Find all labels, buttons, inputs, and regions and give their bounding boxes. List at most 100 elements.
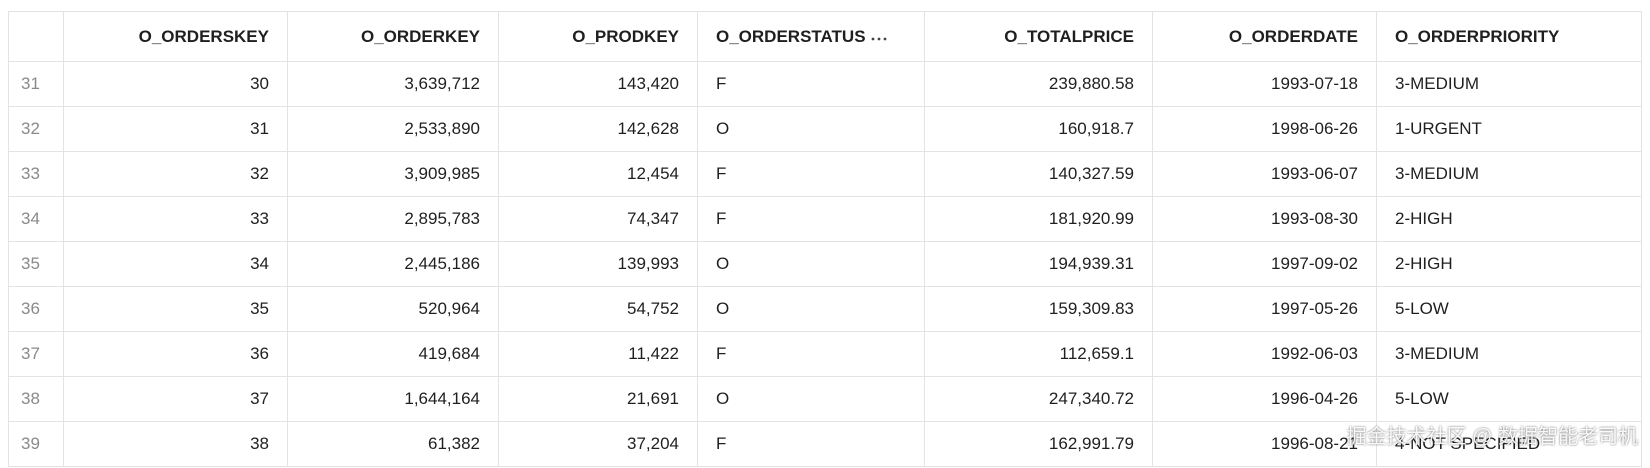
table-body: 31 30 3,639,712 143,420 F 239,880.58 1993-07-1… — [8, 61, 1642, 467]
table-cell: 194,939.31 — [924, 241, 1153, 287]
table-cell: 33 — [63, 196, 288, 242]
table-row: 31 30 3,639,712 143,420 F 239,880.58 1993-07-1… — [8, 61, 1642, 107]
table-row: 34 33 2,895,783 74,347 F 181,920.99 1993-08-30… — [8, 196, 1642, 242]
table-cell: 181,920.99 — [924, 196, 1153, 242]
column-header-text: O_ORDERPRIORITY — [1395, 26, 1560, 46]
column-header-text: O_ORDERKEY — [360, 26, 480, 46]
table-cell: 5-LOW — [1376, 286, 1642, 332]
table-cell: 35 — [63, 286, 288, 332]
table-cell: 2,533,890 — [287, 106, 499, 152]
column-header: O_ORDERSKEY — [63, 11, 288, 62]
table-cell: F — [697, 61, 925, 107]
row-number: 35 — [8, 241, 64, 287]
table-cell: 3-MEDIUM — [1376, 61, 1642, 107]
table-cell: 12,454 — [498, 151, 698, 197]
table-cell: 1992-06-03 — [1152, 331, 1377, 377]
table-cell: 3,909,985 — [287, 151, 499, 197]
column-header-text: O_ORDERSKEY — [138, 26, 269, 46]
column-header: O_TOTALPRICE — [924, 11, 1153, 62]
table-cell: 1993-06-07 — [1152, 151, 1377, 197]
table-cell: 2,445,186 — [287, 241, 499, 287]
table-row: 32 31 2,533,890 142,628 O 160,918.7 1998-06-26… — [8, 106, 1642, 152]
table-cell: 247,340.72 — [924, 376, 1153, 422]
table-cell: 3-MEDIUM — [1376, 151, 1642, 197]
column-header-text: O_TOTALPRICE — [1004, 26, 1134, 46]
table-cell: O — [697, 241, 925, 287]
table-cell: F — [697, 151, 925, 197]
row-number: 39 — [8, 421, 64, 467]
column-header-text: O_ORDERSTATUS — [716, 26, 866, 46]
data-table: O_ORDERSKEY O_ORDERKEY O_PRODKEY O_ORDERSTA… — [8, 11, 1642, 467]
table-cell: 38 — [63, 421, 288, 467]
table-cell: 1997-05-26 — [1152, 286, 1377, 332]
table-cell: 2-HIGH — [1376, 196, 1642, 242]
table-cell: 160,918.7 — [924, 106, 1153, 152]
table-cell: F — [697, 331, 925, 377]
table-cell: 1996-08-21 — [1152, 421, 1377, 467]
table-cell: 159,309.83 — [924, 286, 1153, 332]
table-row: 33 32 3,909,985 12,454 F 140,327.59 1993-06-07… — [8, 151, 1642, 197]
table-cell: 2-HIGH — [1376, 241, 1642, 287]
table-cell: 1-URGENT — [1376, 106, 1642, 152]
table-cell: F — [697, 196, 925, 242]
row-number: 34 — [8, 196, 64, 242]
table-cell: 1996-04-26 — [1152, 376, 1377, 422]
table-cell: 3,639,712 — [287, 61, 499, 107]
table-cell: 11,422 — [498, 331, 698, 377]
column-header: O_ORDERDATE — [1152, 11, 1377, 62]
table-cell: 1997-09-02 — [1152, 241, 1377, 287]
row-number: 31 — [8, 61, 64, 107]
table-cell: 3-MEDIUM — [1376, 331, 1642, 377]
column-header: O_PRODKEY — [498, 11, 698, 62]
column-menu-icon[interactable] — [870, 32, 888, 42]
table-cell: 142,628 — [498, 106, 698, 152]
table-cell: 74,347 — [498, 196, 698, 242]
table-cell: 61,382 — [287, 421, 499, 467]
table-cell: 36 — [63, 331, 288, 377]
table-cell: 1,644,164 — [287, 376, 499, 422]
table-cell: 37,204 — [498, 421, 698, 467]
column-header: O_ORDERKEY — [287, 11, 499, 62]
column-header-text: O_ORDERDATE — [1228, 26, 1358, 46]
column-header: O_ORDERPRIORITY — [1376, 11, 1642, 62]
row-number: 38 — [8, 376, 64, 422]
table-cell: 143,420 — [498, 61, 698, 107]
table-cell: 34 — [63, 241, 288, 287]
table-cell: 30 — [63, 61, 288, 107]
table-cell: 21,691 — [498, 376, 698, 422]
column-header-text: O_PRODKEY — [572, 26, 679, 46]
table-cell: 32 — [63, 151, 288, 197]
table-cell: 140,327.59 — [924, 151, 1153, 197]
table-cell: 37 — [63, 376, 288, 422]
corner-cell — [8, 11, 64, 62]
table-row: 36 35 520,964 54,752 O 159,309.83 1997-05-26 5-… — [8, 286, 1642, 332]
watermark: 掘金技术社区 @ 数据智能老司机 — [1346, 426, 1638, 448]
table-cell: 162,991.79 — [924, 421, 1153, 467]
table-cell: 520,964 — [287, 286, 499, 332]
table-cell: 2,895,783 — [287, 196, 499, 242]
row-number: 33 — [8, 151, 64, 197]
table-cell: O — [697, 286, 925, 332]
table-cell: 1998-06-26 — [1152, 106, 1377, 152]
table-cell: 239,880.58 — [924, 61, 1153, 107]
table-cell: F — [697, 421, 925, 467]
table-cell: 419,684 — [287, 331, 499, 377]
table-cell: 54,752 — [498, 286, 698, 332]
table-row: 37 36 419,684 11,422 F 112,659.1 1992-06-03 3-M… — [8, 331, 1642, 377]
table-row: 39 38 61,382 37,204 F 162,991.79 1996-08-21 4-N… — [8, 421, 1642, 467]
column-header: O_ORDERSTATUS — [697, 11, 925, 62]
row-number: 32 — [8, 106, 64, 152]
table-cell: 5-LOW — [1376, 376, 1642, 422]
table-cell: 1993-08-30 — [1152, 196, 1377, 242]
row-number: 37 — [8, 331, 64, 377]
table-cell: 1993-07-18 — [1152, 61, 1377, 107]
table-row: 38 37 1,644,164 21,691 O 247,340.72 1996-04-26… — [8, 376, 1642, 422]
table-cell: 31 — [63, 106, 288, 152]
table-cell: O — [697, 106, 925, 152]
table-cell: 139,993 — [498, 241, 698, 287]
header-row: O_ORDERSKEY O_ORDERKEY O_PRODKEY O_ORDERSTA… — [8, 11, 1642, 62]
table-cell: 112,659.1 — [924, 331, 1153, 377]
table-cell: 4-NOT SPECIFIED — [1376, 421, 1642, 467]
row-number: 36 — [8, 286, 64, 332]
